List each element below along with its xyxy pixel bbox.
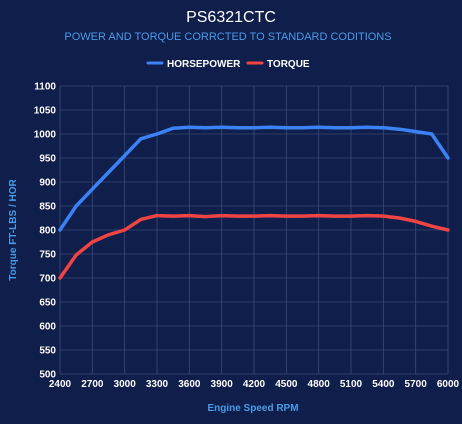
- x-tick-label: 5700: [405, 379, 428, 390]
- y-tick-label: 900: [39, 178, 56, 189]
- legend-label-torque[interactable]: TORQUE: [267, 59, 310, 70]
- data-point-torque[interactable]: [220, 214, 224, 218]
- data-point-horsepower[interactable]: [139, 137, 143, 141]
- x-tick-label: 4500: [275, 379, 298, 390]
- data-point-horsepower[interactable]: [236, 126, 240, 130]
- data-point-torque[interactable]: [74, 253, 78, 257]
- data-point-torque[interactable]: [398, 216, 401, 220]
- x-axis-label: Engine Speed RPM: [207, 403, 298, 414]
- data-point-horsepower[interactable]: [187, 125, 191, 129]
- y-tick-label: 800: [39, 226, 56, 237]
- data-point-horsepower[interactable]: [123, 154, 127, 158]
- data-point-horsepower[interactable]: [301, 126, 304, 130]
- data-point-horsepower[interactable]: [365, 125, 369, 129]
- legend: HORSEPOWER TORQUE: [146, 59, 310, 70]
- legend-label-horsepower[interactable]: HORSEPOWER: [167, 59, 241, 70]
- data-point-horsepower[interactable]: [284, 126, 288, 130]
- data-point-torque[interactable]: [268, 214, 272, 218]
- y-tick-label: 650: [39, 298, 56, 309]
- data-point-horsepower[interactable]: [74, 204, 78, 208]
- y-tick-label: 500: [39, 370, 56, 381]
- data-point-torque[interactable]: [317, 214, 321, 218]
- x-tick-label: 6000: [437, 379, 460, 390]
- series-horsepower: [58, 125, 450, 232]
- y-tick-label: 1000: [34, 130, 57, 141]
- chart-subtitle: POWER AND TORQUE CORRCTED TO STANDARD CO…: [64, 31, 391, 43]
- x-tick-label: 3000: [114, 379, 137, 390]
- data-point-horsepower[interactable]: [317, 125, 321, 129]
- data-point-torque[interactable]: [446, 228, 450, 232]
- series-layer: [58, 125, 450, 280]
- y-tick-label: 600: [39, 322, 56, 333]
- y-tick-label: 950: [39, 154, 56, 165]
- data-point-horsepower[interactable]: [204, 126, 207, 130]
- data-point-torque[interactable]: [187, 214, 191, 218]
- y-tick-label: 750: [39, 250, 56, 261]
- x-tick-label: 3900: [211, 379, 234, 390]
- data-point-torque[interactable]: [333, 214, 337, 218]
- data-point-horsepower[interactable]: [90, 187, 94, 191]
- y-tick-label: 700: [39, 274, 56, 285]
- data-point-horsepower[interactable]: [155, 132, 159, 136]
- data-point-horsepower[interactable]: [58, 228, 62, 232]
- y-axis-ticks: 500 550 600 650 700 750 800 850 900 950 1000 1050 11…: [34, 82, 57, 381]
- data-point-torque[interactable]: [90, 240, 94, 244]
- x-axis-ticks: 2400 2700 3000 3300 3600 3900 4200 4500 4800 5100…: [49, 379, 460, 390]
- y-tick-label: 1100: [34, 82, 56, 93]
- data-point-torque[interactable]: [252, 214, 256, 218]
- x-tick-label: 4200: [243, 379, 266, 390]
- data-point-torque[interactable]: [139, 217, 143, 221]
- data-point-torque[interactable]: [414, 219, 418, 223]
- x-tick-label: 4800: [308, 379, 331, 390]
- data-point-horsepower[interactable]: [171, 126, 175, 130]
- series-torque: [58, 213, 450, 280]
- x-tick-label: 5100: [340, 379, 363, 390]
- data-point-torque[interactable]: [171, 214, 175, 218]
- x-tick-label: 5400: [372, 379, 395, 390]
- data-point-torque[interactable]: [204, 215, 207, 219]
- data-point-torque[interactable]: [284, 214, 288, 218]
- data-point-horsepower[interactable]: [252, 126, 256, 130]
- data-point-torque[interactable]: [349, 214, 353, 218]
- data-point-torque[interactable]: [107, 233, 110, 237]
- data-point-horsepower[interactable]: [414, 130, 418, 134]
- x-tick-label: 3600: [178, 379, 201, 390]
- y-tick-label: 550: [39, 346, 56, 357]
- data-point-horsepower[interactable]: [220, 125, 224, 129]
- data-point-horsepower[interactable]: [446, 156, 450, 160]
- data-point-torque[interactable]: [58, 276, 62, 280]
- data-point-torque[interactable]: [430, 224, 434, 228]
- chart-title: PS6321CTC: [186, 9, 276, 26]
- data-point-horsepower[interactable]: [268, 125, 272, 129]
- y-axis-label: Torque FT-LBS / HOR: [8, 178, 19, 280]
- x-tick-label: 3300: [146, 379, 169, 390]
- data-point-horsepower[interactable]: [349, 126, 353, 130]
- y-tick-label: 1050: [34, 106, 57, 117]
- data-point-horsepower[interactable]: [381, 126, 385, 130]
- data-point-torque[interactable]: [365, 214, 369, 218]
- x-tick-label: 2700: [81, 379, 104, 390]
- data-point-torque[interactable]: [381, 214, 385, 218]
- data-point-torque[interactable]: [236, 214, 240, 218]
- data-point-torque[interactable]: [301, 214, 304, 218]
- data-point-horsepower[interactable]: [333, 126, 337, 130]
- x-tick-label: 2400: [49, 379, 72, 390]
- data-point-horsepower[interactable]: [430, 132, 434, 136]
- data-point-torque[interactable]: [155, 214, 159, 218]
- data-point-torque[interactable]: [123, 228, 127, 232]
- data-point-horsepower[interactable]: [398, 127, 401, 131]
- data-point-horsepower[interactable]: [107, 170, 110, 174]
- y-tick-label: 850: [39, 202, 56, 213]
